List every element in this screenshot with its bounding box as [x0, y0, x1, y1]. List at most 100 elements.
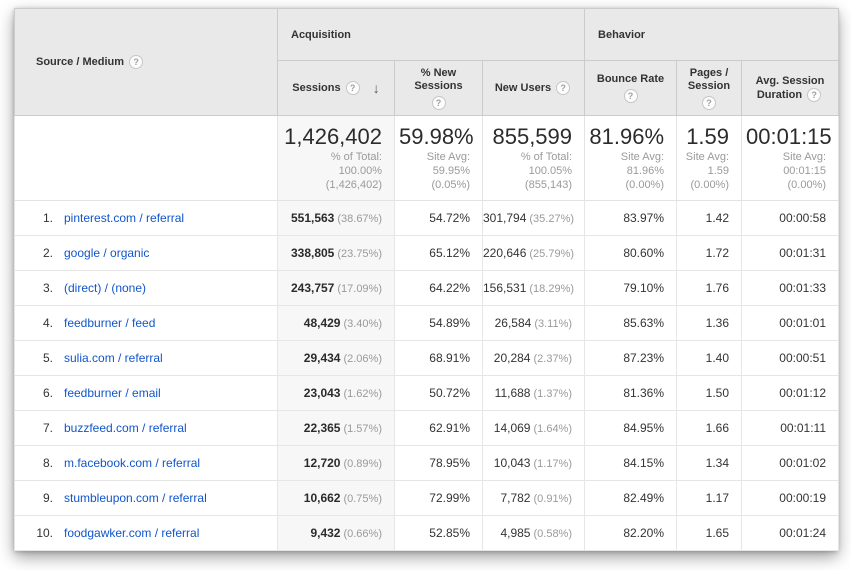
new-sessions-cell: 62.91%: [394, 410, 483, 446]
help-icon[interactable]: ?: [431, 95, 446, 110]
pages-session-total: 1.59: [686, 124, 730, 149]
sessions-cell: 48,429 (3.40%): [277, 305, 395, 341]
new-sessions-column-header[interactable]: % New Sessions ?: [394, 60, 483, 116]
bounce-rate-column-header[interactable]: Bounce Rate ?: [584, 60, 678, 116]
sessions-cell: 243,757 (17.09%): [277, 270, 395, 306]
new-users-cell: 7,782 (0.91%): [481, 480, 586, 516]
avg-duration-summary: 00:01:15 Site Avg: 00:01:15 (0.00%): [741, 115, 840, 201]
pages-session-column-header[interactable]: Pages / Session ?: [676, 60, 743, 116]
bounce-rate-cell: 81.36%: [584, 375, 678, 411]
row-rank: 7.: [42, 421, 53, 435]
avg-duration-cell: 00:01:12: [741, 375, 840, 411]
behavior-group-label: Behavior: [598, 28, 646, 41]
table-row: 4. feedburner / feed 48,429 (3.40%) 54.89%…: [14, 305, 840, 341]
avg-duration-cell: 00:01:31: [741, 235, 840, 271]
row-rank: 3.: [42, 281, 53, 295]
acquisition-group-header: Acquisition: [276, 8, 586, 61]
new-sessions-total: 59.98%: [399, 124, 474, 149]
source-medium-cell: 7. buzzfeed.com / referral: [14, 410, 278, 446]
new-users-header-label: New Users: [494, 81, 552, 94]
sessions-cell: 29,434 (2.06%): [277, 340, 395, 376]
source-medium-link[interactable]: feedburner / feed: [64, 316, 156, 330]
sessions-column-header[interactable]: Sessions ? ↓: [277, 60, 395, 116]
avg-duration-cell: 00:00:58: [741, 200, 840, 236]
analytics-report-panel: Source / Medium ? Acquisition Behavior S…: [14, 8, 840, 551]
source-medium-link[interactable]: (direct) / (none): [64, 281, 147, 295]
new-sessions-cell: 72.99%: [394, 480, 483, 516]
avg-duration-cell: 00:01:02: [741, 445, 840, 481]
table-row: 1. pinterest.com / referral 551,563 (38.67…: [14, 200, 840, 236]
table-row: 5. sulia.com / referral 29,434 (2.06%) 68.…: [14, 340, 840, 376]
sessions-header-label: Sessions: [292, 81, 341, 94]
avg-duration-cell: 00:00:51: [741, 340, 840, 376]
row-rank: 2.: [42, 246, 53, 260]
pages-session-cell: 1.34: [676, 445, 743, 481]
bounce-rate-cell: 84.15%: [584, 445, 678, 481]
source-medium-link[interactable]: foodgawker.com / referral: [64, 526, 200, 540]
avg-duration-cell: 00:01:11: [741, 410, 840, 446]
pages-session-cell: 1.17: [676, 480, 743, 516]
source-medium-link[interactable]: feedburner / email: [64, 386, 161, 400]
summary-empty-cell: [14, 115, 278, 201]
help-icon[interactable]: ?: [807, 87, 822, 102]
row-rank: 4.: [42, 316, 53, 330]
help-icon[interactable]: ?: [556, 81, 571, 95]
new-sessions-cell: 54.72%: [394, 200, 483, 236]
bounce-rate-summary: 81.96% Site Avg: 81.96% (0.00%): [584, 115, 678, 201]
pages-session-cell: 1.66: [676, 410, 743, 446]
source-medium-cell: 5. sulia.com / referral: [14, 340, 278, 376]
bounce-rate-cell: 82.20%: [584, 515, 678, 551]
bounce-rate-total: 81.96%: [589, 124, 665, 149]
new-sessions-header-label: % New Sessions: [414, 66, 463, 92]
source-medium-link[interactable]: pinterest.com / referral: [64, 211, 185, 225]
bounce-rate-header-label: Bounce Rate: [596, 73, 665, 85]
row-rank: 6.: [42, 386, 53, 400]
bounce-rate-cell: 87.23%: [584, 340, 678, 376]
row-rank: 1.: [42, 211, 53, 225]
row-rank: 8.: [42, 456, 53, 470]
avg-duration-header-label: Avg. Session Duration: [755, 74, 825, 101]
table-row: 9. stumbleupon.com / referral 10,662 (0.75…: [14, 480, 840, 516]
source-medium-cell: 10. foodgawker.com / referral: [14, 515, 278, 551]
new-sessions-summary: 59.98% Site Avg: 59.95% (0.05%): [394, 115, 483, 201]
sessions-cell: 10,662 (0.75%): [277, 480, 395, 516]
new-users-cell: 11,688 (1.37%): [481, 375, 586, 411]
source-medium-cell: 1. pinterest.com / referral: [14, 200, 278, 236]
avg-duration-column-header[interactable]: Avg. Session Duration ?: [741, 60, 840, 116]
new-sessions-cell: 64.22%: [394, 270, 483, 306]
source-medium-link[interactable]: sulia.com / referral: [64, 351, 163, 365]
source-medium-link[interactable]: google / organic: [64, 246, 150, 260]
sort-descending-icon[interactable]: ↓: [372, 79, 380, 96]
pages-session-cell: 1.50: [676, 375, 743, 411]
source-medium-link[interactable]: m.facebook.com / referral: [64, 456, 201, 470]
row-rank: 9.: [42, 491, 53, 505]
source-medium-cell: 3. (direct) / (none): [14, 270, 278, 306]
sessions-cell: 23,043 (1.62%): [277, 375, 395, 411]
table-row: 6. feedburner / email 23,043 (1.62%) 50.72…: [14, 375, 840, 411]
new-sessions-cell: 65.12%: [394, 235, 483, 271]
row-rank: 10.: [36, 526, 53, 540]
table-row: 2. google / organic 338,805 (23.75%) 65.12…: [14, 235, 840, 271]
new-users-cell: 4,985 (0.58%): [481, 515, 586, 551]
new-users-column-header[interactable]: New Users ?: [481, 60, 586, 116]
help-icon[interactable]: ?: [129, 55, 144, 69]
new-users-summary: 855,599 % of Total: 100.05% (855,143): [481, 115, 586, 201]
table-row: 8. m.facebook.com / referral 12,720 (0.89%…: [14, 445, 840, 481]
source-medium-link[interactable]: stumbleupon.com / referral: [64, 491, 207, 505]
source-medium-link[interactable]: buzzfeed.com / referral: [64, 421, 187, 435]
help-icon[interactable]: ?: [623, 89, 638, 103]
new-users-cell: 26,584 (3.11%): [481, 305, 586, 341]
sessions-cell: 551,563 (38.67%): [277, 200, 395, 236]
pages-session-cell: 1.76: [676, 270, 743, 306]
source-medium-column-header[interactable]: Source / Medium ?: [14, 8, 278, 116]
help-icon[interactable]: ?: [345, 81, 360, 95]
help-icon[interactable]: ?: [702, 95, 717, 110]
avg-duration-cell: 00:01:01: [741, 305, 840, 341]
new-users-cell: 156,531 (18.29%): [481, 270, 586, 306]
avg-duration-cell: 00:00:19: [741, 480, 840, 516]
new-users-cell: 301,794 (35.27%): [481, 200, 586, 236]
new-users-cell: 220,646 (25.79%): [481, 235, 586, 271]
source-medium-report-table: Source / Medium ? Acquisition Behavior S…: [14, 8, 840, 551]
bounce-rate-cell: 83.97%: [584, 200, 678, 236]
bounce-rate-cell: 79.10%: [584, 270, 678, 306]
